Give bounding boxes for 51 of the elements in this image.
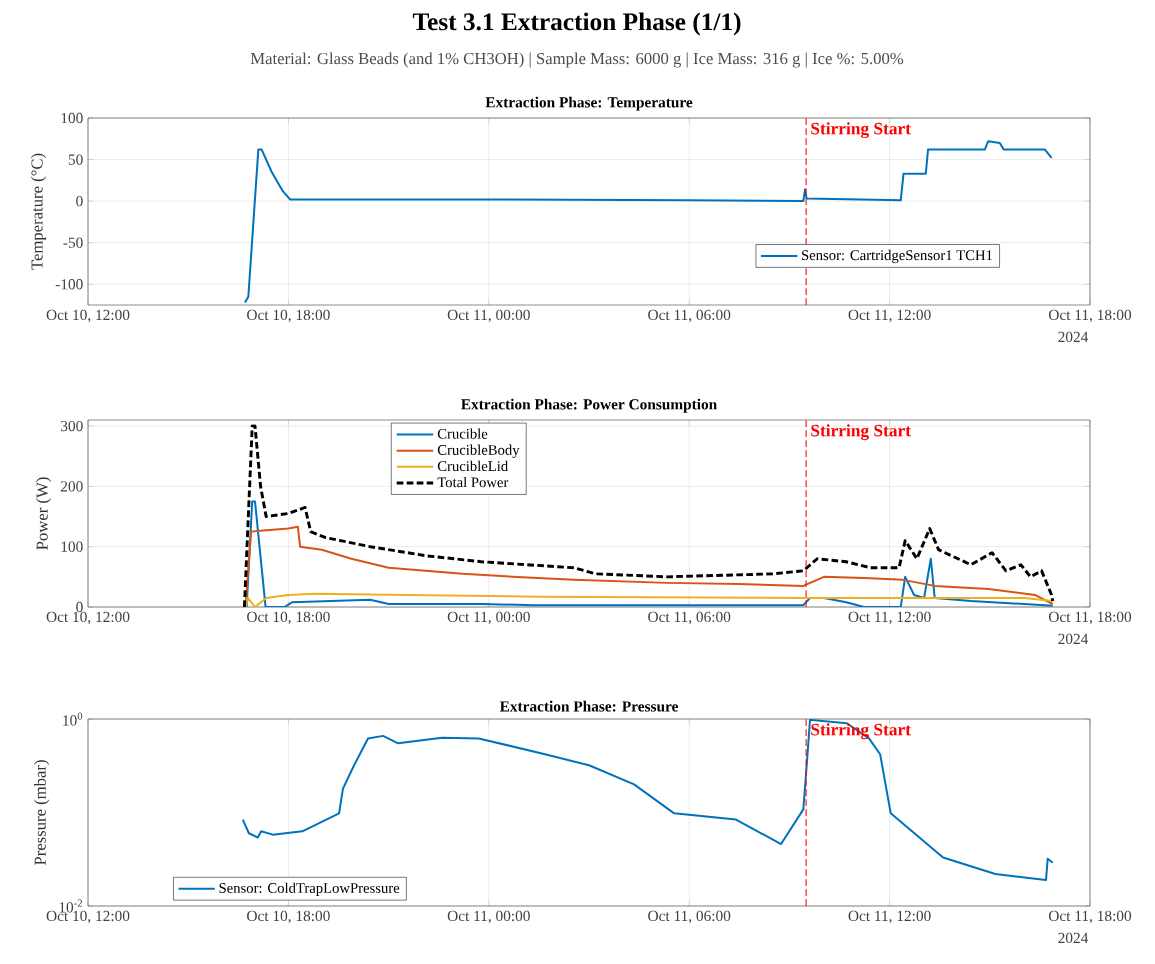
y-axis-title: Pressure (mbar) [34,760,50,866]
x-tick-label: Oct 10, 18:00 [247,309,330,323]
x-tick-label: Oct 11, 12:00 [848,309,931,323]
legend-label: Sensor: ColdTrapLowPressure [219,882,400,896]
text: Test 3.1 Extraction Phase (1/1) [412,12,741,36]
x-tick-label: Oct 11, 18:00 [1048,309,1132,323]
x-tick-label: Oct 10, 12:00 [46,309,130,323]
line-series [243,140,1053,304]
chart-title: Extraction Phase: Pressure [499,700,678,712]
x-tick-label: Oct 11, 12:00 [848,910,931,924]
y-tick-label: -100 [55,279,83,290]
y-tick-label: 100 [61,541,83,552]
text: 2024 [1058,932,1089,944]
chart-title: Extraction Phase: Temperature [485,96,693,111]
legend-label: CrucibleBody [437,444,520,458]
legend-label: Total Power [437,476,509,488]
y-tick-label: 10$^{0}$ [63,712,83,726]
legend-label: CrucibleLid [437,460,508,472]
legend-label: Sensor: CartridgeSensor1 TCH1 [802,249,993,264]
text: 2024 [1058,633,1089,645]
x-tick-label: Oct 11, 18:00 [1048,611,1132,625]
x-tick-label: Oct 11, 06:00 [648,910,731,924]
chart-title: Extraction Phase: Power Consumption [461,398,717,413]
x-tick-label: Oct 11, 06:00 [648,611,731,625]
x-tick-label: Oct 11, 18:00 [1048,910,1132,924]
y-tick-label: 0 [76,195,83,207]
line-series [242,424,1055,608]
x-tick-label: Oct 11, 00:00 [447,309,530,323]
line-series [244,592,1054,608]
x-tick-label: Oct 11, 06:00 [648,309,731,323]
x-tick-label: Oct 11, 12:00 [848,611,931,625]
x-tick-label: Oct 10, 18:00 [247,910,330,924]
y-tick-label: 200 [60,481,83,492]
y-axis-title: Temperature (°C) [30,153,47,270]
y-tick-label: 300 [61,420,83,432]
y-tick-label: 100 [61,112,83,124]
y-tick-label: 0 [76,601,83,613]
y-tick-label: 50 [68,154,83,165]
ref-line-label: Stirring Start [811,122,911,139]
text: Material: Glass Beads (and 1% CH3OH) | Sample Mass: 6000 g | Ice Mass: 316 g | Ice %: 5.00% [250,52,904,68]
line-series [241,719,1054,881]
y-axis-title: Power (W) [36,477,52,550]
x-tick-label: Oct 11, 00:00 [447,611,530,625]
legend-label: Crucible [437,428,488,439]
x-tick-label: Oct 10, 12:00 [46,611,130,625]
text: 2024 [1058,331,1089,343]
ref-line-label: Stirring Start [811,424,911,441]
x-tick-label: Oct 11, 00:00 [447,910,530,924]
line-series [245,500,1054,608]
x-tick-label: Oct 10, 18:00 [247,611,330,625]
y-tick-label: -50 [63,237,83,248]
